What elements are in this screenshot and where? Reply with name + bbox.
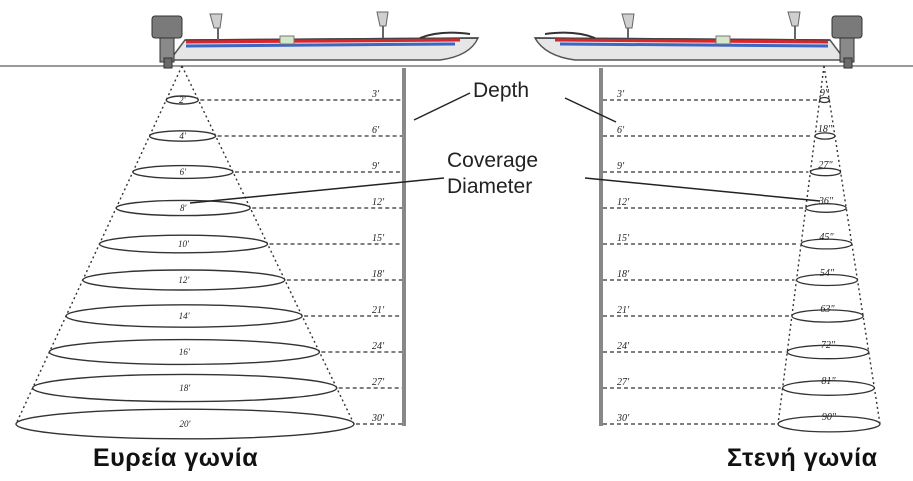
wide-angle-caption: Ευρεία γωνία [93,444,259,472]
narrow-diameter-label: 27" [818,160,833,171]
narrow-diameter-label: 63" [820,304,835,315]
wide-diameter-label: 12' [178,275,190,285]
wide-diameter-label: 2' [179,95,187,105]
wide-beam-cone-right-edge [181,65,355,425]
narrow-coverage-ellipse [818,96,830,104]
wide-diameter-label: 20' [180,419,192,429]
coverage-leader-right [584,177,821,202]
narrow-diameter-label: 18" [818,124,833,135]
wide-depth-label: 27' [372,377,385,388]
narrow-coverage-ellipse [809,167,842,177]
narrow-coverage-ellipse [814,132,836,140]
narrow-diameter-label: 90" [822,412,837,423]
wide-coverage-ellipse [98,234,269,254]
narrow-depth-label: 3' [616,89,625,100]
wide-coverage-ellipse [165,95,200,105]
wide-coverage-ellipse [65,304,303,328]
narrow-coverage-ellipse [781,380,876,396]
narrow-coverage-ellipse [800,238,853,250]
wide-coverage-ellipse [148,130,217,142]
narrow-coverage-ellipse [795,273,859,287]
wide-depth-label: 6' [372,125,380,136]
wide-coverage-ellipse [48,338,321,366]
right-boat [533,11,863,69]
wide-depth-label: 21' [372,305,385,316]
narrow-depth-label: 12' [617,197,630,208]
narrow-depth-label: 18' [617,269,630,280]
wide-diameter-label: 4' [179,131,187,141]
narrow-diameter-label: 72" [821,340,836,351]
narrow-diameter-label: 36" [818,196,834,207]
narrow-depth-label: 21' [617,305,630,316]
wide-depth-label: 3' [371,89,380,100]
narrow-depth-label: 24' [617,341,630,352]
wide-coverage-ellipse [15,408,355,440]
wide-coverage-ellipse [82,269,286,291]
wide-coverage-ellipse [31,373,338,403]
wide-diameter-label: 16' [179,347,191,357]
narrow-beam-rows: 9" 3' 18" 6' 27" 9' 36" 12' 45" 15' 54" 18' 63" 21' 72… [603,88,881,433]
coverage-callout-label-line2: Diameter [447,175,532,198]
narrow-depth-label: 15' [617,233,630,244]
narrow-coverage-ellipse [791,309,864,323]
narrow-depth-label: 27' [617,377,630,388]
wide-diameter-label: 14' [179,311,191,321]
narrow-depth-label: 9' [617,161,625,172]
narrow-angle-caption: Στενή γωνία [727,444,878,472]
wide-depth-label: 12' [372,197,385,208]
wide-depth-label: 18' [372,269,385,280]
narrow-diameter-label: 45" [819,232,834,243]
wide-depth-label: 24' [372,341,385,352]
narrow-coverage-ellipse [805,203,847,213]
right-outboard-motor [831,15,863,69]
narrow-diameter-label: 81" [821,376,836,387]
wide-diameter-label: 10' [178,239,190,249]
wide-diameter-label: 8' [180,203,188,213]
depth-leader-left [413,92,471,121]
narrow-diameter-label: 9" [820,88,830,99]
narrow-diameter-label: 54" [820,268,835,279]
coverage-leader-left [189,177,445,204]
wide-diameter-label: 6' [180,167,188,177]
wide-depth-label: 15' [372,233,385,244]
wide-coverage-ellipse [132,164,234,180]
wide-beam-rows: 2' 3' 4' 6' 6' 9' 8' 12' 10' 15' 12' 18' 14' 21' 16' 24… [15,89,402,440]
narrow-coverage-ellipse [777,415,881,433]
depth-callout-label: Depth [473,79,529,102]
coverage-callout-label-line1: Coverage [447,149,538,172]
wide-beam-cone-left-edge [15,65,183,425]
wide-diameter-label: 18' [179,383,191,393]
narrow-coverage-ellipse [786,344,870,360]
narrow-depth-label: 6' [617,125,625,136]
depth-leader-right [564,97,617,123]
narrow-depth-label: 30' [616,413,630,424]
left-boat [151,11,480,69]
left-outboard-motor [151,15,183,69]
wide-depth-label: 9' [372,161,380,172]
wide-depth-label: 30' [371,413,385,424]
wide-coverage-ellipse [115,199,251,217]
